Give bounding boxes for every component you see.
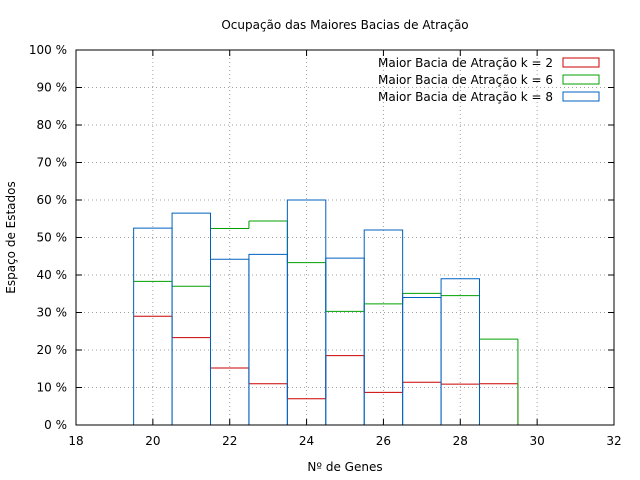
x-tick-label: 32 (606, 434, 621, 448)
y-axis-label: Espaço de Estados (4, 181, 18, 293)
y-tick-label: 50 % (37, 231, 68, 245)
bar (363, 229, 404, 426)
legend-item: Maior Bacia de Atração k = 6 (378, 73, 600, 87)
legend-item: Maior Bacia de Atração k = 8 (378, 90, 600, 104)
x-tick-label: 18 (68, 434, 83, 448)
y-tick-label: 70 % (37, 156, 68, 170)
y-tick-label: 10 % (37, 381, 68, 395)
legend-label: Maior Bacia de Atração k = 6 (378, 73, 553, 87)
y-tick-label: 80 % (37, 118, 68, 132)
legend-swatch (562, 91, 600, 102)
y-tick-label: 90 % (37, 81, 68, 95)
x-tick-label: 28 (453, 434, 468, 448)
grid (76, 50, 614, 425)
x-tick-label: 26 (376, 434, 391, 448)
bar (325, 257, 365, 426)
legend-label: Maior Bacia de Atração k = 2 (378, 56, 553, 70)
bar (248, 253, 288, 426)
x-axis-label: Nº de Genes (307, 460, 382, 474)
x-tick-label: 22 (222, 434, 237, 448)
x-tick-label: 24 (299, 434, 314, 448)
bar (171, 212, 211, 426)
x-tick-label: 20 (145, 434, 160, 448)
bar (440, 278, 481, 426)
bar (402, 297, 442, 426)
legend-swatch (562, 74, 600, 85)
legend-label: Maior Bacia de Atração k = 8 (378, 90, 553, 104)
series-3 (133, 199, 481, 426)
legend: Maior Bacia de Atração k = 2 Maior Bacia … (378, 56, 600, 104)
y-tick-label: 30 % (37, 306, 68, 320)
y-tick-label: 60 % (37, 193, 68, 207)
y-tick-label: 0 % (44, 418, 67, 432)
y-tick-label: 20 % (37, 343, 68, 357)
y-tick-label: 40 % (37, 268, 68, 282)
axes: 0 % 10 % 20 % 30 % 40 % 50 % 60 % 70 % 80 % 90 % 1… (29, 43, 622, 448)
legend-swatch (562, 57, 600, 68)
chart-title: Ocupação das Maiores Bacias de Atração (221, 18, 468, 32)
legend-item: Maior Bacia de Atração k = 2 (378, 56, 600, 70)
y-tick-label: 100 % (29, 43, 67, 57)
x-tick-label: 30 (530, 434, 545, 448)
